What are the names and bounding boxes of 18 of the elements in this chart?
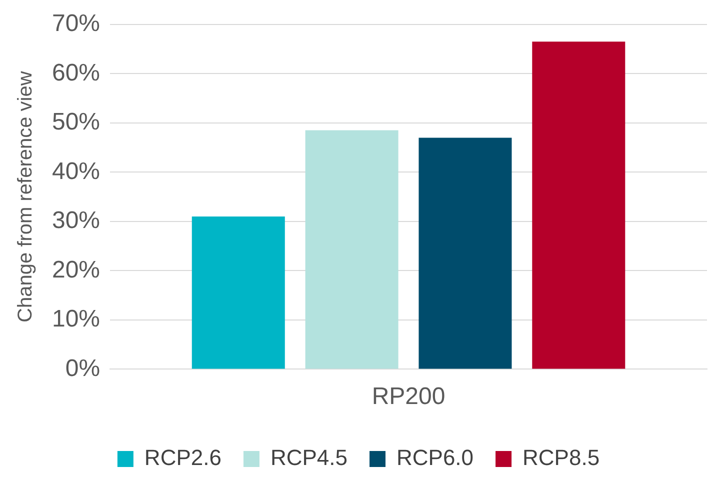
y-tick-label: 40% — [52, 158, 100, 185]
bar — [418, 138, 512, 369]
y-tick-label: 10% — [52, 306, 100, 333]
y-tick-label: 60% — [52, 59, 100, 86]
legend-label: RCP6.0 — [396, 445, 474, 470]
legend-label: RCP2.6 — [144, 445, 222, 470]
y-tick-label: 50% — [52, 108, 100, 136]
x-tick-label: RP200 — [372, 383, 446, 410]
bar — [532, 42, 626, 369]
y-tick-label: 70% — [52, 10, 100, 38]
y-axis-title: Change from reference view — [14, 70, 37, 322]
y-tick-label: 30% — [52, 207, 100, 234]
legend-label: RCP8.5 — [522, 445, 600, 470]
legend-label: RCP4.5 — [270, 445, 348, 470]
y-tick-label: 20% — [52, 256, 100, 284]
bar — [305, 130, 398, 369]
bar — [192, 216, 285, 369]
y-tick-label: 0% — [65, 354, 100, 382]
